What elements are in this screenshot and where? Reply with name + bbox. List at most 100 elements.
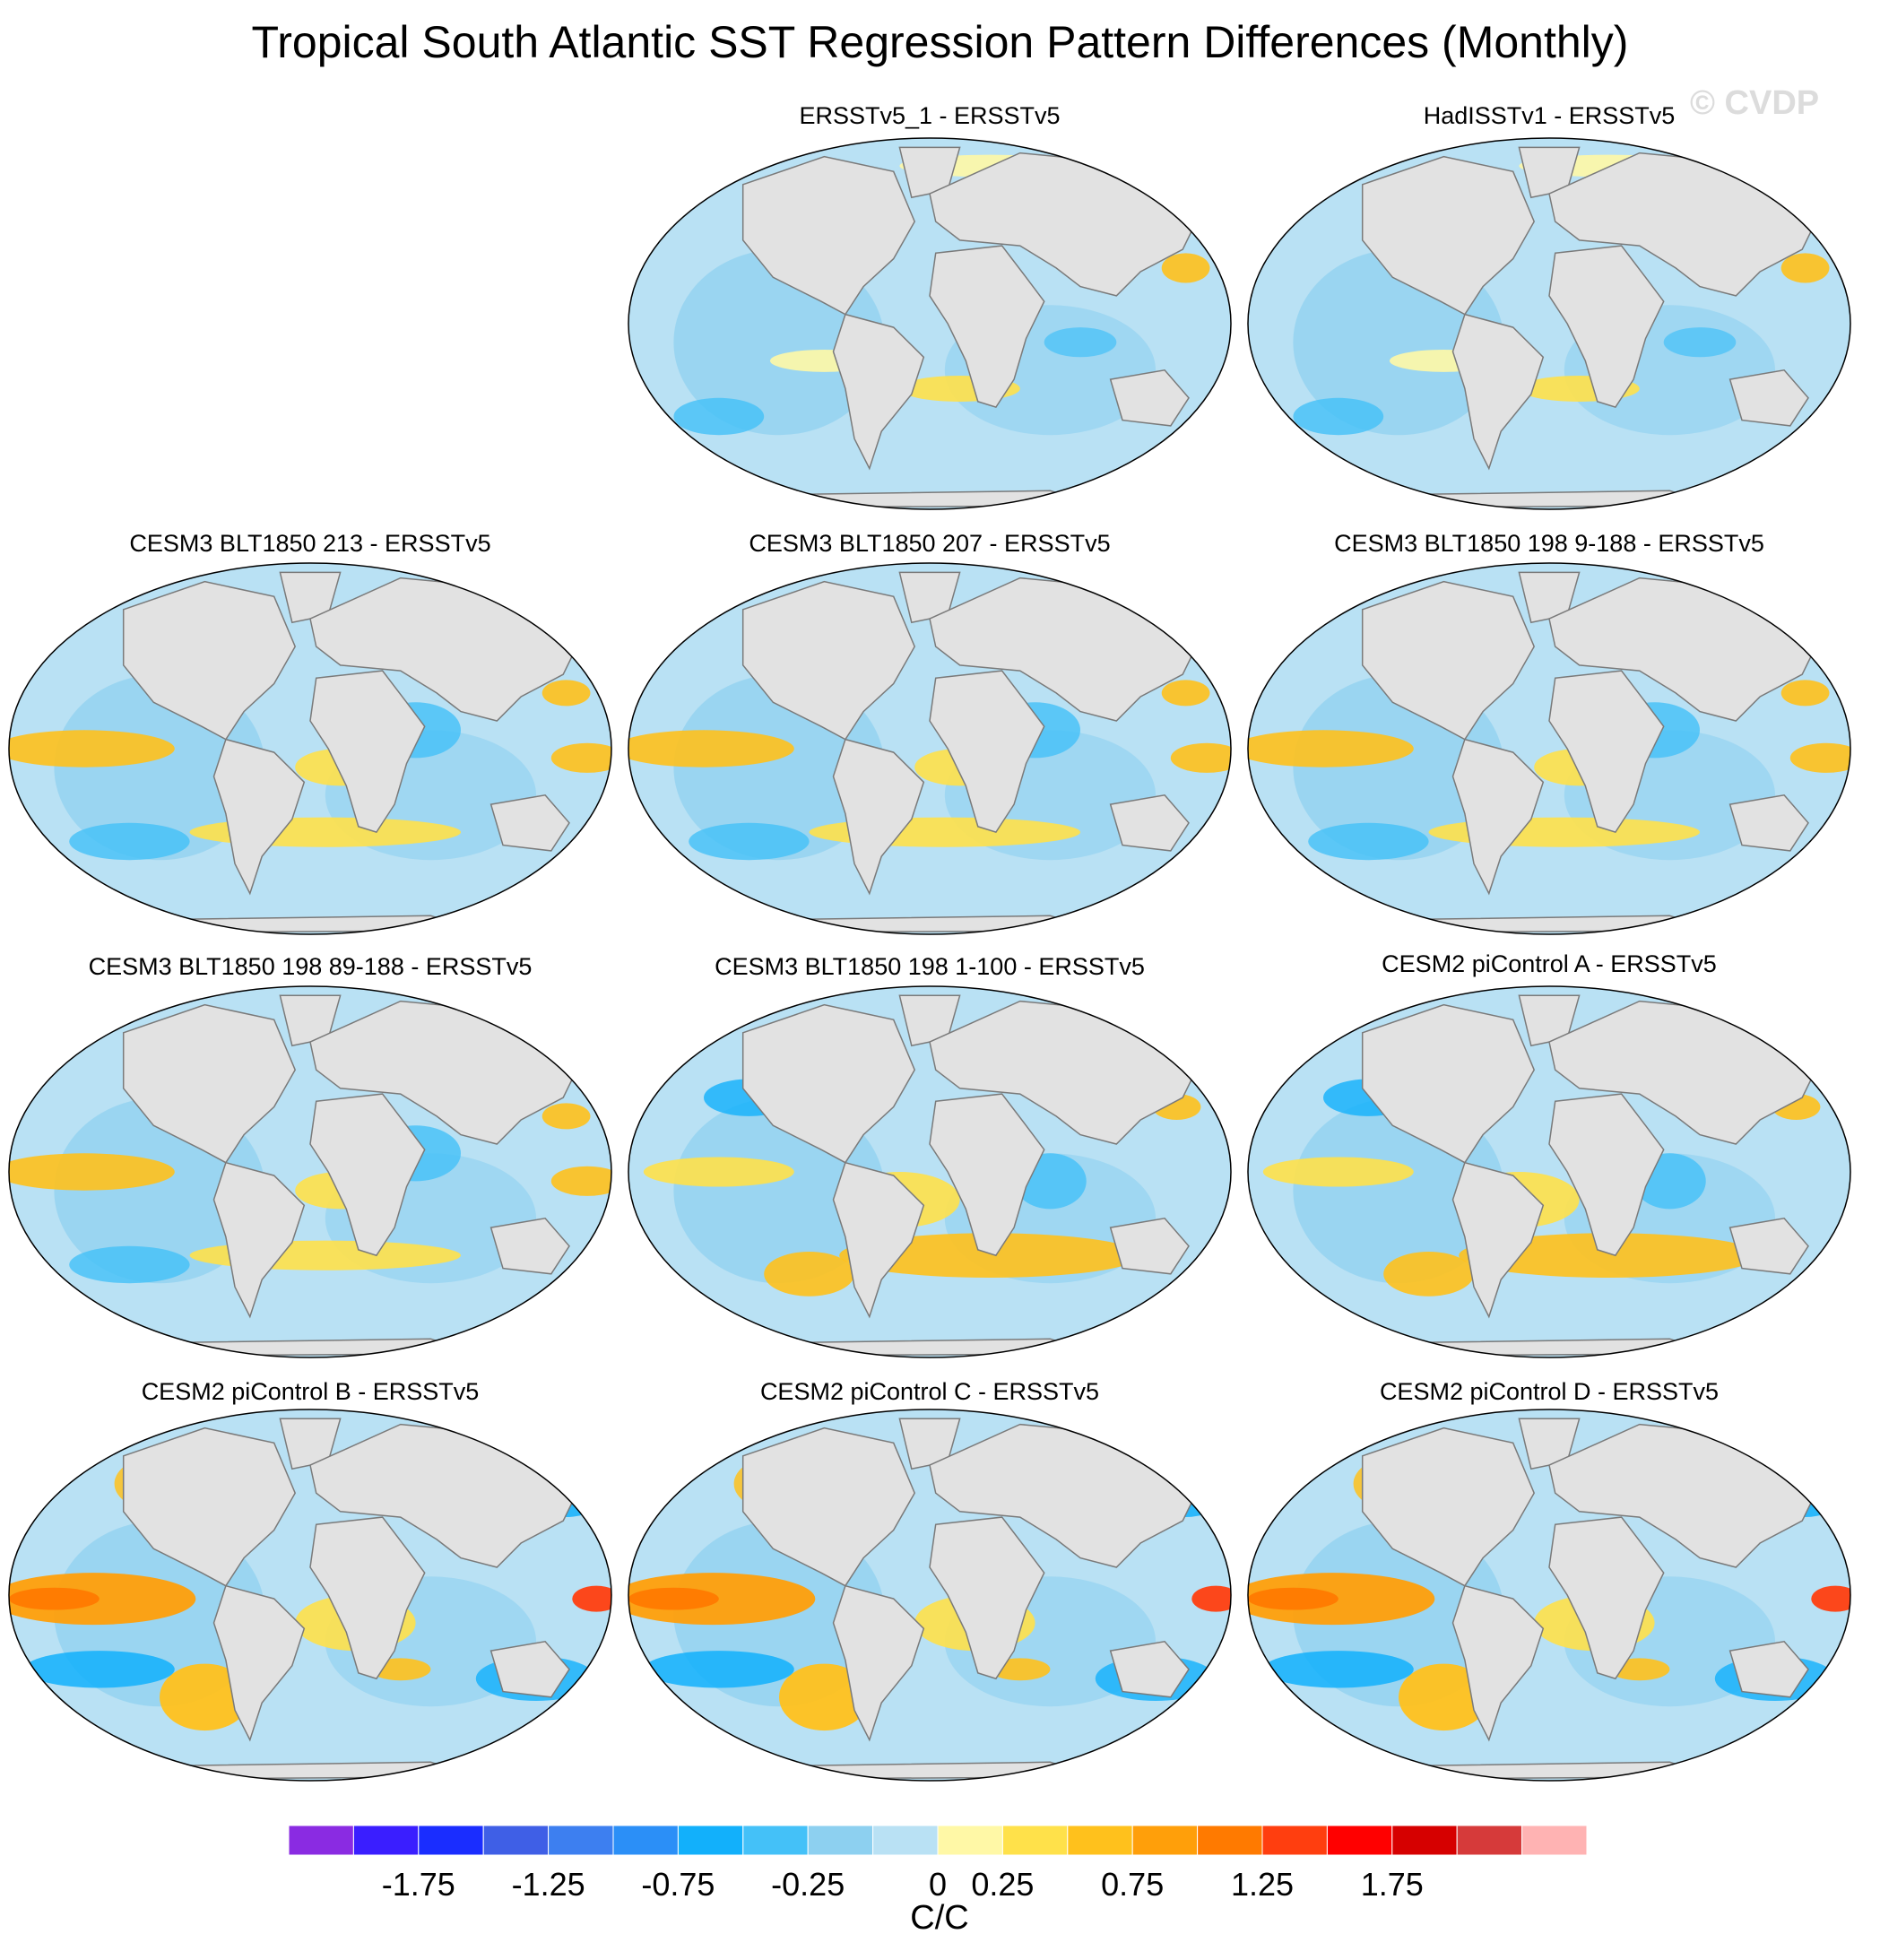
land-namerica bbox=[1361, 155, 1536, 316]
panel-title: CESM2 piControl C - ERSSTv5 bbox=[759, 1378, 1100, 1405]
land-namerica bbox=[1361, 1427, 1536, 1587]
sst-anomaly-patch bbox=[1044, 327, 1117, 358]
sst-anomaly-patch bbox=[1161, 253, 1210, 283]
sst-anomaly-patch bbox=[1811, 1585, 1850, 1612]
colorbar-tick-label: -1.25 bbox=[511, 1866, 585, 1903]
land-namerica bbox=[122, 1427, 297, 1587]
land-africa bbox=[929, 1516, 1045, 1680]
land-africa bbox=[929, 245, 1045, 408]
map-frame bbox=[1247, 1409, 1851, 1782]
land-samerica bbox=[1451, 313, 1545, 471]
panel-title: HadISSTv1 - ERSSTv5 bbox=[1423, 102, 1676, 129]
sst-anomaly-patch bbox=[628, 730, 794, 768]
sst-anomaly-patch bbox=[1293, 397, 1384, 436]
land-australia bbox=[489, 794, 570, 852]
map-frame bbox=[1247, 137, 1851, 510]
panel-title: ERSSTv5_1 - ERSSTv5 bbox=[799, 102, 1061, 129]
map-frame bbox=[1247, 985, 1851, 1358]
land-australia bbox=[1728, 1217, 1809, 1275]
map-panel bbox=[1248, 563, 1850, 934]
map-frame bbox=[628, 562, 1232, 935]
colorbar-tick-label: 0 bbox=[928, 1866, 948, 1903]
sst-anomaly-patch bbox=[572, 1585, 611, 1612]
land-samerica bbox=[1451, 738, 1545, 896]
colorbar-tick-label: 1.25 bbox=[1230, 1866, 1295, 1903]
sst-anomaly-patch bbox=[550, 742, 611, 773]
land-africa bbox=[1548, 1093, 1665, 1257]
map-panel bbox=[628, 563, 1231, 934]
land-samerica bbox=[1451, 1584, 1545, 1742]
land-australia bbox=[1728, 794, 1809, 852]
colorbar-tick-label: -1.75 bbox=[381, 1866, 455, 1903]
sst-anomaly-patch bbox=[1191, 1585, 1231, 1612]
map-panel bbox=[9, 563, 611, 934]
land-namerica bbox=[741, 155, 916, 316]
land-australia bbox=[1109, 369, 1190, 427]
map-panel bbox=[1248, 138, 1850, 509]
colorbar-units: C/C bbox=[910, 1899, 969, 1937]
sst-anomaly-patch bbox=[1399, 1663, 1489, 1731]
land-namerica bbox=[122, 1003, 297, 1164]
land-samerica bbox=[212, 738, 306, 896]
sst-anomaly-patch bbox=[643, 1157, 794, 1187]
colorbar-tick-label: -0.25 bbox=[771, 1866, 845, 1903]
sst-anomaly-patch bbox=[1308, 822, 1429, 861]
colorbar-tick-label: 1.75 bbox=[1360, 1866, 1424, 1903]
sst-anomaly-patch bbox=[23, 1651, 175, 1688]
land-namerica bbox=[741, 1427, 916, 1587]
land-samerica bbox=[832, 1584, 925, 1742]
sst-anomaly-patch bbox=[1248, 1587, 1339, 1610]
land-africa bbox=[929, 1093, 1045, 1257]
panel-title: CESM3 BLT1850 198 9-188 - ERSSTv5 bbox=[1334, 530, 1764, 557]
sst-anomaly-patch bbox=[1248, 730, 1414, 768]
land-samerica bbox=[832, 1161, 925, 1319]
panel-title: CESM2 piControl A - ERSSTv5 bbox=[1382, 950, 1717, 977]
sst-anomaly-patch bbox=[541, 1103, 591, 1130]
cvdp-watermark: © CVDP bbox=[1690, 84, 1820, 122]
map-panel bbox=[628, 986, 1231, 1357]
panel-title: CESM2 piControl D - ERSSTv5 bbox=[1379, 1378, 1720, 1405]
map-frame bbox=[8, 985, 612, 1358]
map-panel bbox=[9, 1409, 611, 1781]
sst-anomaly-patch bbox=[69, 822, 190, 861]
sst-anomaly-patch bbox=[839, 1233, 1141, 1278]
sst-anomaly-patch bbox=[1780, 253, 1830, 283]
map-panel bbox=[628, 1409, 1231, 1781]
land-africa bbox=[1548, 1516, 1665, 1680]
sst-anomaly-patch bbox=[1663, 327, 1737, 358]
land-namerica bbox=[741, 1003, 916, 1164]
land-samerica bbox=[212, 1161, 306, 1319]
map-frame bbox=[628, 1409, 1232, 1782]
land-namerica bbox=[122, 580, 297, 741]
sst-anomaly-patch bbox=[9, 730, 175, 768]
land-africa bbox=[309, 1093, 426, 1257]
land-africa bbox=[929, 670, 1045, 833]
sst-anomaly-patch bbox=[541, 680, 591, 707]
land-australia bbox=[1728, 369, 1809, 427]
land-africa bbox=[1548, 245, 1665, 408]
map-panel bbox=[9, 986, 611, 1357]
map-frame bbox=[628, 985, 1232, 1358]
sst-anomaly-patch bbox=[160, 1663, 250, 1731]
land-namerica bbox=[741, 580, 916, 741]
panel-title: CESM3 BLT1850 207 - ERSSTv5 bbox=[749, 530, 1111, 557]
map-frame bbox=[8, 562, 612, 935]
land-namerica bbox=[1361, 1003, 1536, 1164]
land-australia bbox=[489, 1217, 570, 1275]
land-samerica bbox=[1451, 1161, 1545, 1319]
sst-anomaly-patch bbox=[9, 1587, 100, 1610]
land-australia bbox=[1109, 794, 1190, 852]
map-panel bbox=[1248, 986, 1850, 1357]
map-panel bbox=[628, 138, 1231, 509]
land-africa bbox=[1548, 670, 1665, 833]
land-samerica bbox=[832, 313, 925, 471]
land-australia bbox=[489, 1640, 570, 1698]
sst-anomaly-patch bbox=[673, 397, 765, 436]
map-panel bbox=[1248, 1409, 1850, 1781]
land-namerica bbox=[1361, 580, 1536, 741]
colorbar-tick-label: 0.75 bbox=[1101, 1866, 1165, 1903]
land-samerica bbox=[832, 738, 925, 896]
land-africa bbox=[309, 1516, 426, 1680]
map-frame bbox=[628, 137, 1232, 510]
sst-anomaly-patch bbox=[628, 1587, 719, 1610]
